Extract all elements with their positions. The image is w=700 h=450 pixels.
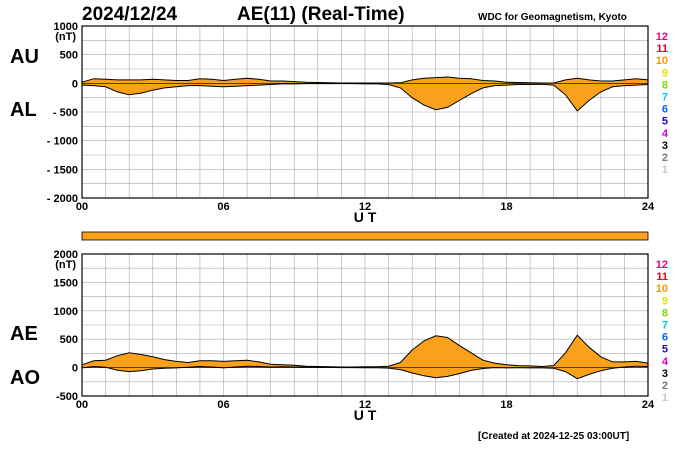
station-legend-item: 3: [662, 140, 668, 152]
data-coverage-bar: [81, 231, 649, 241]
series-label-au: AU: [10, 46, 39, 68]
x-tick-label: 06: [217, 399, 229, 411]
y-tick-label: -500: [56, 391, 78, 403]
series-line-al: [81, 83, 649, 112]
chart-date: 2024/12/24: [82, 4, 178, 25]
y-tick-label: - 1000: [47, 136, 78, 148]
station-legend-item: 1: [662, 164, 668, 176]
station-legend-item: 8: [662, 307, 668, 319]
x-tick-label: 12: [359, 201, 371, 213]
y-tick-label: - 2000: [47, 193, 78, 205]
x-tick-label: 12: [359, 399, 371, 411]
series-label-ae: AE: [10, 323, 38, 345]
station-legend-item: 1: [662, 392, 668, 404]
station-legend-item: 7: [662, 92, 668, 104]
station-legend-item: 6: [662, 332, 668, 344]
station-legend-item: 5: [662, 344, 668, 356]
x-axis-label: U T: [354, 209, 377, 225]
station-legend-item: 7: [662, 320, 668, 332]
y-tick-label: 1000: [54, 306, 78, 318]
y-tick-label: - 1500: [47, 164, 78, 176]
station-legend-item: 11: [656, 43, 668, 55]
y-tick-label: 1500: [54, 277, 78, 289]
station-legend-item: 6: [662, 104, 668, 116]
series-line-ae: [81, 334, 649, 368]
station-legend-item: 8: [662, 79, 668, 91]
y-tick-label: 500: [60, 50, 78, 62]
series-label-al: AL: [10, 99, 37, 121]
y-tick-label: 1000: [54, 21, 78, 33]
y-tick-label: 2000: [54, 249, 78, 261]
station-legend-item: 9: [662, 295, 668, 307]
series-fill-area: [82, 77, 648, 111]
plot-frame: [81, 25, 649, 199]
created-timestamp: [Created at 2024-12-25 03:00UT]: [478, 431, 630, 442]
unit-label: (nT): [55, 259, 76, 271]
x-tick-label: 24: [642, 399, 655, 411]
x-tick-label: 06: [217, 201, 229, 213]
station-legend-item: 4: [662, 128, 669, 140]
station-legend-item: 4: [662, 356, 669, 368]
x-tick-label: 18: [500, 201, 512, 213]
y-tick-label: 500: [60, 334, 78, 346]
station-legend-item: 12: [656, 31, 668, 43]
station-legend-item: 3: [662, 368, 668, 380]
y-tick-label: - 500: [53, 107, 78, 119]
station-legend-item: 9: [662, 67, 668, 79]
station-legend-item: 10: [656, 55, 668, 67]
station-legend-item: 12: [656, 259, 668, 271]
x-tick-label: 00: [76, 201, 88, 213]
station-legend-item: 10: [656, 283, 668, 295]
chart-title: AE(11) (Real-Time): [237, 4, 405, 25]
station-legend-item: 2: [662, 380, 668, 392]
x-axis-label: U T: [354, 407, 377, 423]
series-line-au: [81, 76, 649, 84]
plot-frame: [81, 253, 649, 397]
station-legend-item: 2: [662, 152, 668, 164]
station-legend-item: 11: [656, 271, 668, 283]
series-label-ao: AO: [10, 367, 40, 389]
panel-au-al: 1000 500 0 - 500 - 1000 - 1500 - 2000 (nT) 00 06 1…: [10, 21, 669, 225]
x-tick-label: 00: [76, 399, 88, 411]
x-tick-label: 24: [642, 201, 655, 213]
x-tick-label: 18: [500, 399, 512, 411]
station-legend-item: 5: [662, 116, 668, 128]
y-tick-label: 0: [72, 78, 78, 90]
unit-label: (nT): [55, 31, 76, 43]
data-source-label: WDC for Geomagnetism, Kyoto: [478, 12, 627, 23]
y-tick-label: 0: [72, 363, 78, 375]
